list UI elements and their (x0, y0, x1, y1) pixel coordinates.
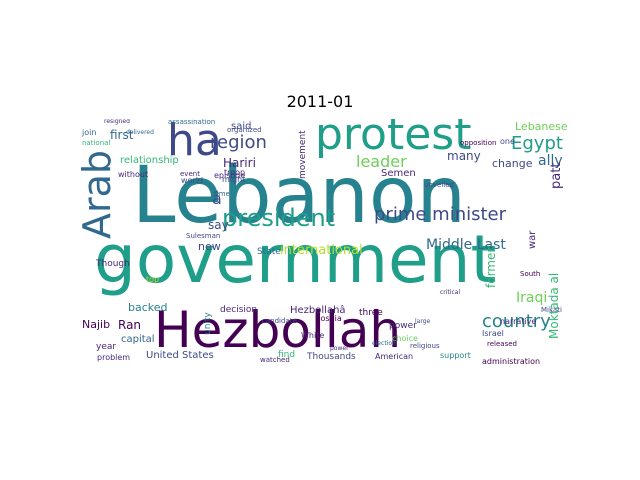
word-time: time (214, 190, 230, 198)
word-candidate: candidate (262, 317, 297, 325)
word-narrative: narrative (500, 317, 537, 326)
word-large: large (415, 318, 431, 325)
word-one: one (500, 137, 515, 146)
word-administration: administration (482, 357, 541, 366)
word-critical: critical (440, 289, 461, 296)
word-hezbollah: Hezbollah (154, 301, 402, 359)
word-assassination: assassination (168, 119, 216, 126)
word-united-states: United States (146, 350, 214, 361)
word-organized: organized (227, 126, 262, 134)
word-first: first (110, 128, 134, 142)
word-leader: leader (356, 152, 407, 171)
word-patt: patt (549, 162, 564, 189)
word-many: many (447, 149, 481, 163)
word-iraqi: Iraqi (516, 290, 548, 306)
word-a-circumflex: â (212, 189, 222, 208)
word-join: join (82, 128, 97, 137)
word-unity: unity (203, 312, 213, 335)
word-egypt: Egypt (511, 133, 563, 154)
word-arab: Arab (80, 149, 119, 239)
word-power: power (389, 321, 417, 331)
word-state: State (257, 247, 281, 257)
word-ha: ha (167, 119, 222, 166)
word-choice: choice (392, 334, 418, 343)
word-lebanon: Lebanon (132, 151, 466, 241)
word-international: international (280, 243, 363, 258)
word-said: said (231, 121, 252, 132)
word-episode: episode (214, 171, 246, 180)
word-movement: movement (298, 130, 308, 179)
word-change: change (492, 157, 533, 170)
word-year: year (96, 342, 117, 352)
word-country: country (482, 311, 551, 332)
word-sulesman: Sulesman (186, 232, 221, 240)
word-resigned: resigned (104, 119, 130, 125)
word-troop: troop (224, 168, 246, 177)
word-hezbollah-a: Hezbollahâ (290, 305, 346, 316)
word-lebanese: Lebanese (515, 120, 568, 133)
word-find: find (278, 350, 296, 360)
word-ran: Ran (118, 318, 142, 332)
word-three: three (359, 308, 383, 318)
word-capital: capital (121, 334, 155, 345)
word-support: support (440, 351, 471, 360)
word-prime-minister: prime minister (374, 204, 507, 225)
word-president: president (222, 204, 336, 232)
word-middle-last: Middle Last (426, 237, 506, 253)
word-government: government (94, 221, 497, 298)
word-semen: Semen (381, 168, 416, 179)
word-unveiled: unveiled (424, 181, 454, 189)
word-relationship: relationship (120, 155, 179, 166)
word-thousands: Thousands (307, 352, 356, 362)
word-backed: backed (128, 301, 168, 314)
word-released: released (487, 340, 517, 348)
figure-title: 2011-01 (286, 92, 354, 111)
word-former: former (484, 247, 498, 288)
word-south: South (520, 270, 541, 278)
word-though: Though (96, 259, 130, 269)
word-region: region (210, 132, 267, 153)
word-world: world (181, 176, 204, 185)
word-war: war (527, 230, 538, 249)
word-protest: protest (315, 119, 472, 160)
word-hariri: Hariri (223, 156, 256, 170)
word-white: White (301, 331, 325, 340)
word-najib: Najib (82, 318, 111, 331)
word-cloud: Lebanon government Hezbollah protest ha … (80, 119, 580, 369)
word-might: might (222, 175, 246, 184)
word-national: national (82, 139, 111, 147)
word-decision: decision (220, 305, 258, 315)
word-delivered: delivered (126, 129, 154, 136)
word-religious: religious (410, 342, 440, 350)
word-without: without (118, 170, 149, 179)
word-ally: ally (538, 153, 563, 169)
word-mikati: Mikati (541, 306, 562, 314)
word-problem: problem (97, 353, 131, 362)
word-event: event (180, 170, 200, 178)
word-say: say (208, 218, 229, 232)
word-american: American (375, 352, 414, 361)
word-power-2: power (330, 345, 349, 352)
word-watched: watched (260, 356, 290, 364)
word-top: top (146, 275, 160, 284)
word-israel: Israel (482, 329, 504, 338)
word-election: election (372, 340, 396, 347)
word-new: new (198, 240, 221, 253)
word-bosnia: Bosnia (315, 314, 342, 323)
word-opposition: opposition (460, 139, 497, 147)
